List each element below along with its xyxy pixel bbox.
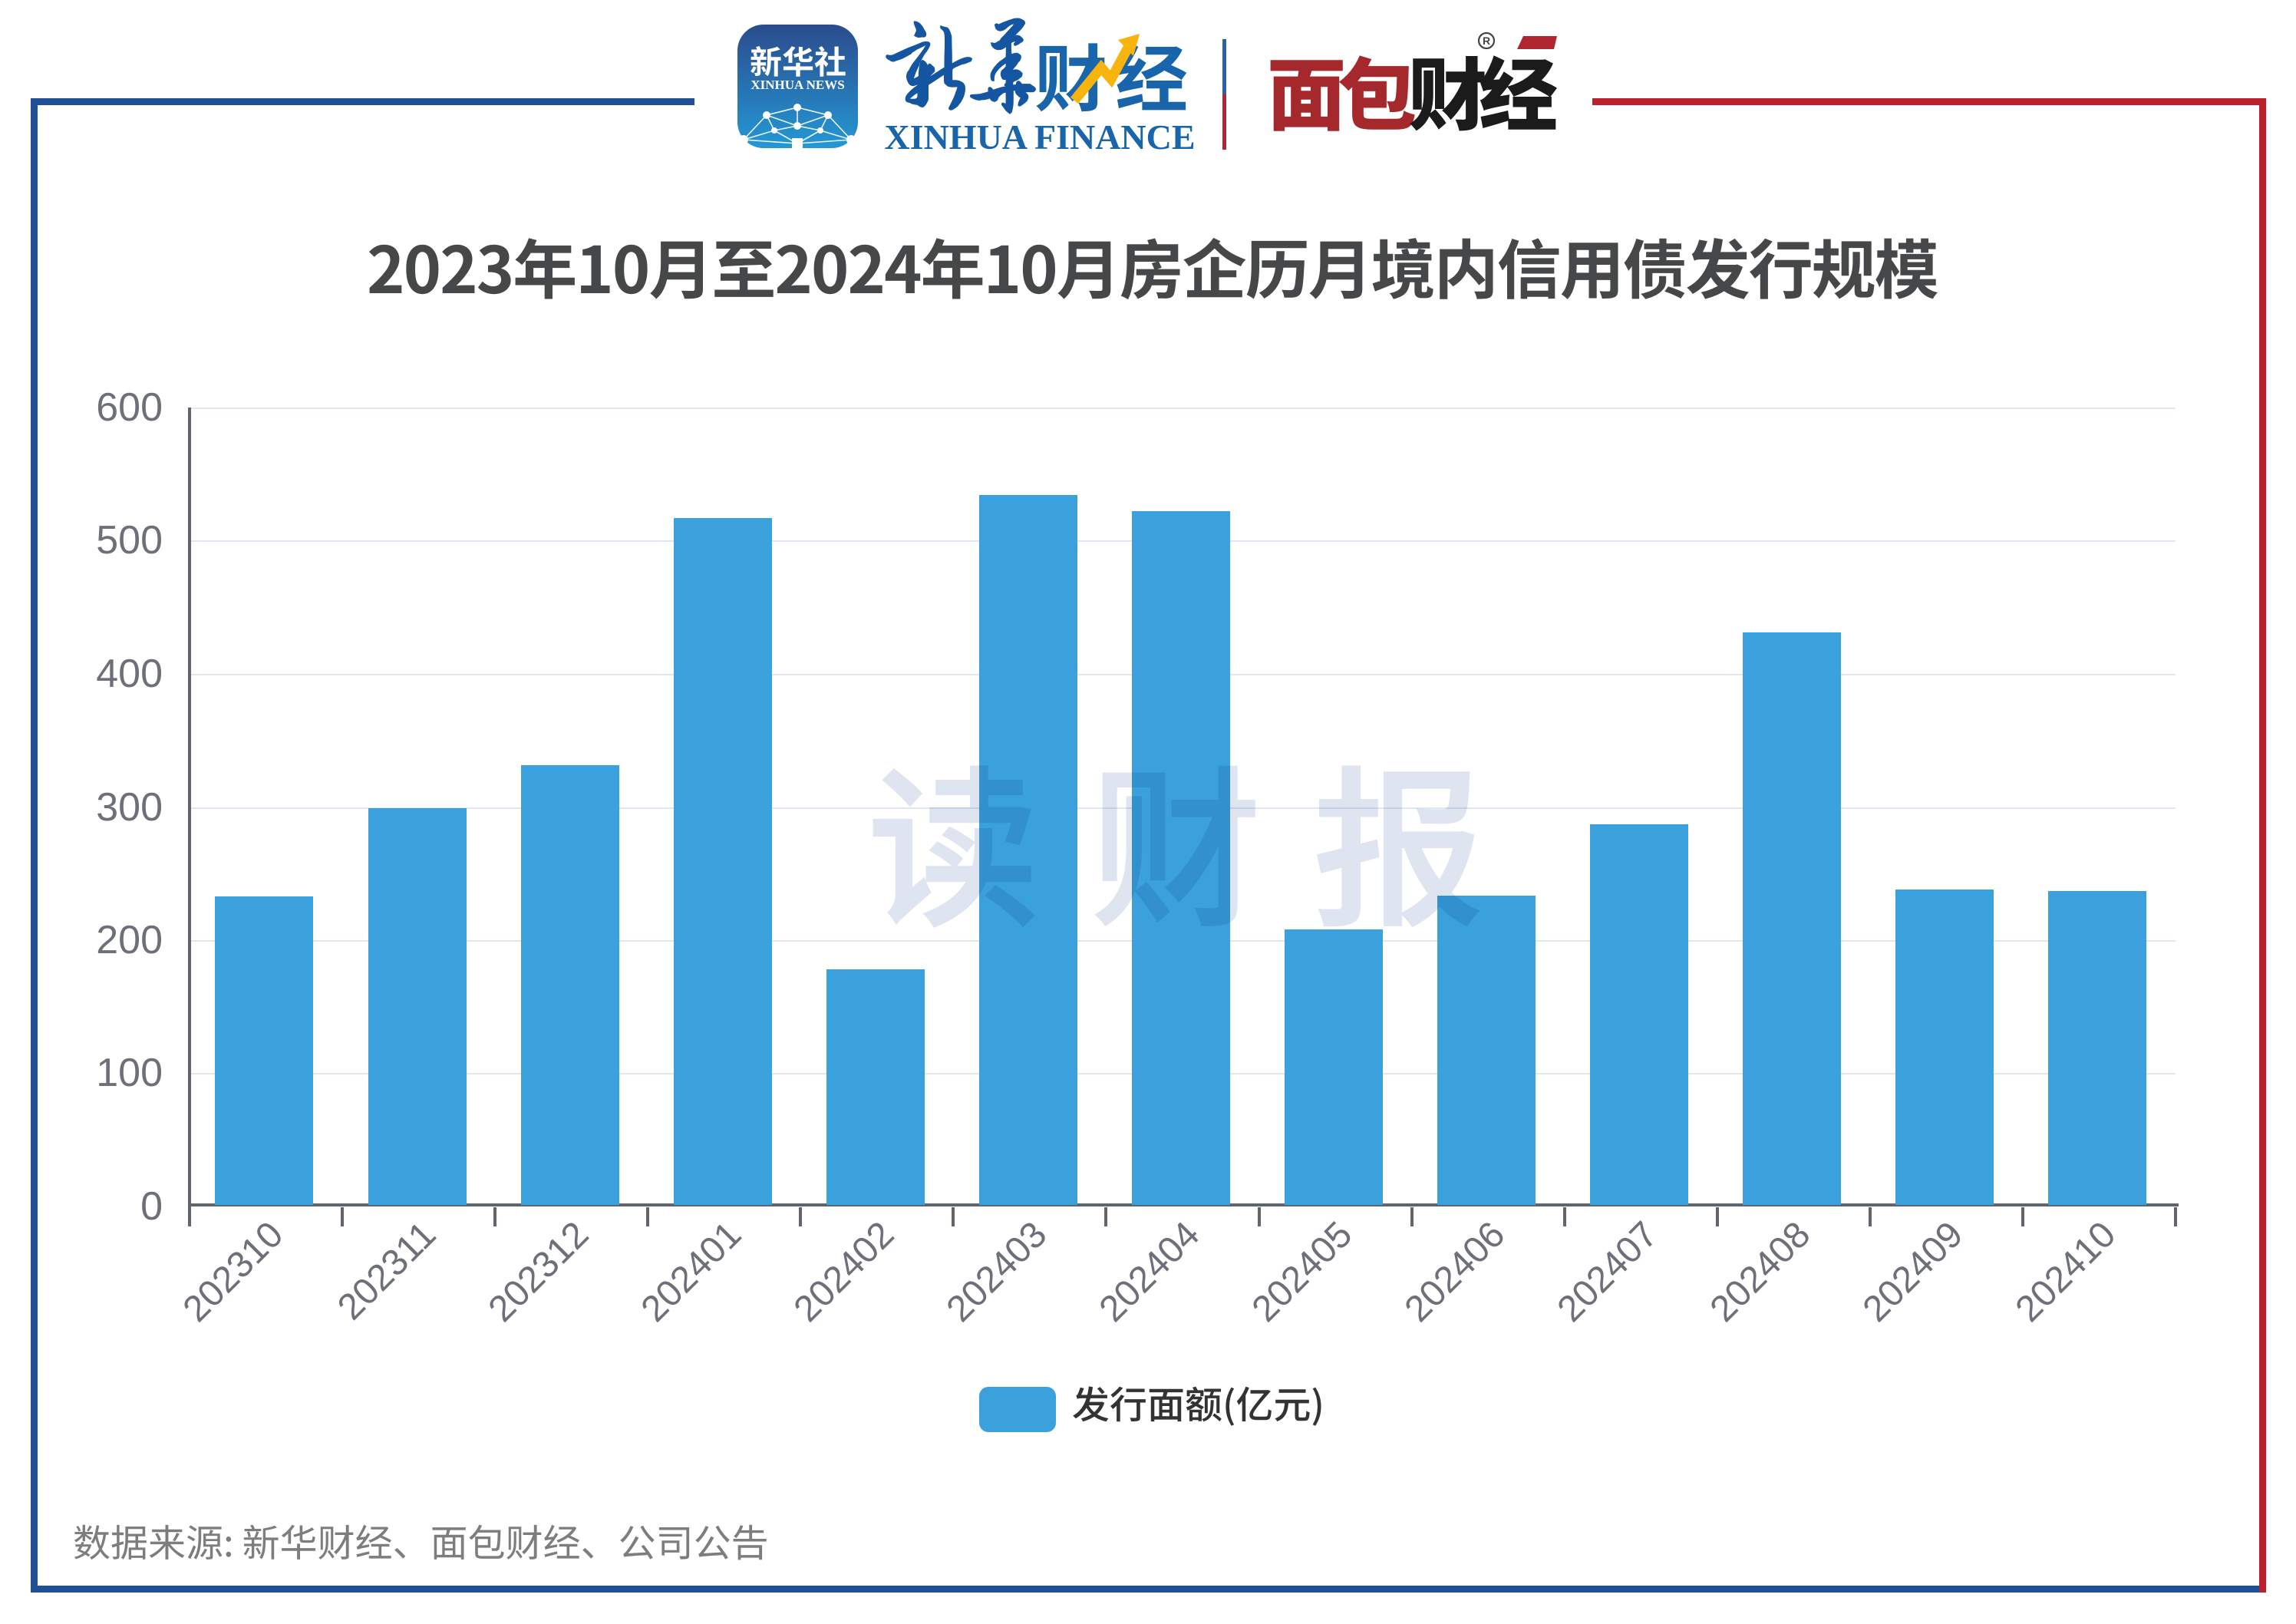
svg-text:R: R [1483,35,1490,47]
